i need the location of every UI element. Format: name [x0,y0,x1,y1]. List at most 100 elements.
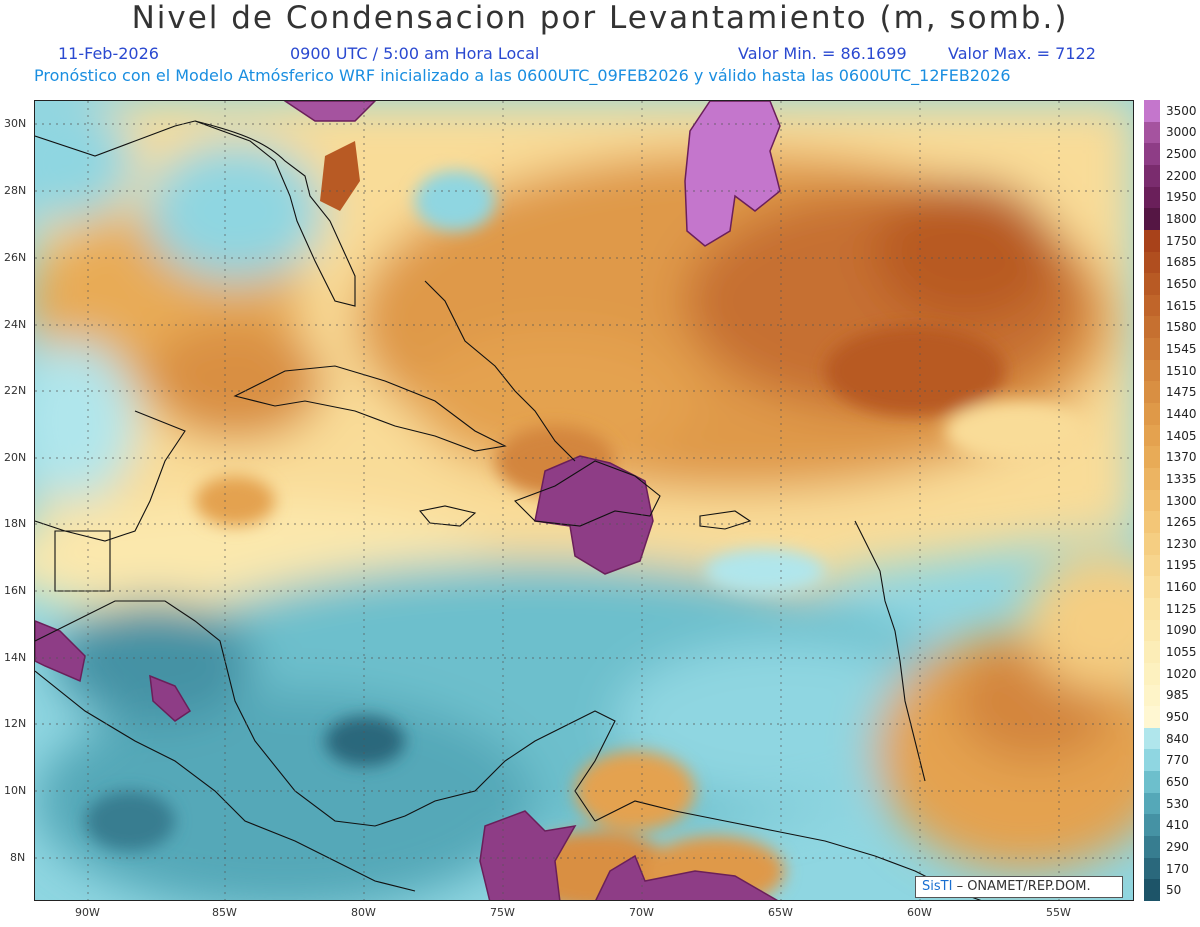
colorbar-segment-2500 [1144,143,1160,166]
colorbar-segment-1950 [1144,186,1160,209]
colorbar-label-1475: 1475 [1166,385,1197,400]
colorbar-segment-1055 [1144,641,1160,664]
colorbar-label-1090: 1090 [1166,623,1197,638]
lat-label-24n: 24N [4,318,27,331]
colorbar-segment-1405 [1144,424,1160,447]
colorbar-label-3500: 3500 [1166,103,1197,118]
colorbar-segment-1230 [1144,532,1160,556]
lat-label-18n: 18N [4,517,27,530]
colorbar-segment-530 [1144,792,1160,815]
graticule [35,101,1133,900]
lon-label-60w: 60W [907,906,932,919]
colorbar-label-410: 410 [1166,818,1189,833]
colorbar-segment-1440 [1144,403,1160,426]
orange-area-florida [320,141,360,211]
colorbar-label-1800: 1800 [1166,212,1197,227]
gulf-coast [35,120,196,157]
colorbar-segment-1750 [1144,229,1160,253]
colorbar-segment-1265 [1144,511,1160,534]
colorbar-label-1545: 1545 [1166,341,1197,356]
colorbar-segment-1650 [1144,273,1160,296]
lon-label-55w: 55W [1046,906,1071,919]
purple-area-atlantic [684,101,781,247]
colorbar-label-1950: 1950 [1166,190,1197,205]
bahamas-chain [424,280,576,462]
lat-label-14n: 14N [4,651,27,664]
colorbar-segment-1125 [1144,597,1160,621]
colorbar-segment-1685 [1144,251,1160,274]
colorbar-label-1510: 1510 [1166,363,1197,378]
colorbar-label-170: 170 [1166,861,1189,876]
lon-label-75w: 75W [490,906,515,919]
lcl-map [35,101,1133,900]
colorbar-segment-3000 [1144,121,1160,144]
colorbar-segment-50 [1144,879,1160,902]
forecast-time: 0900 UTC / 5:00 am Hora Local [290,44,540,63]
pacific-coast [35,670,416,892]
colorbar-label-1685: 1685 [1166,255,1197,270]
max-value: Valor Max. = 7122 [948,44,1096,63]
colorbar-label-1405: 1405 [1166,428,1197,443]
colorbar-label-1615: 1615 [1166,298,1197,313]
purple-area-guatemala [35,620,86,683]
lon-label-85w: 85W [212,906,237,919]
colorbar-label-1265: 1265 [1166,515,1197,530]
colorbar-label-2500: 2500 [1166,147,1197,162]
colorbar-segment-2200 [1144,164,1160,188]
colorbar-label-1650: 1650 [1166,277,1197,291]
sisti-logo: SisTI [922,879,953,894]
purple-area-nicaragua [149,674,192,722]
colorbar-label-2200: 2200 [1166,168,1197,183]
high-lcl-areas [35,101,781,900]
florida-coast [194,120,356,307]
map-panel [34,100,1134,901]
purple-area-hispaniola [534,455,654,575]
colorbar-label-50: 50 [1166,883,1182,898]
lat-label-26n: 26N [4,251,27,264]
colorbar-segment-1475 [1144,381,1160,404]
colorbar-label-1195: 1195 [1166,558,1197,573]
chart-title: Nivel de Condensacion por Levantamiento … [131,0,1069,36]
lon-label-90w: 90W [75,906,100,919]
colorbar-segment-985 [1144,684,1160,707]
central-america-coast [35,600,616,827]
colorbar-segment-1090 [1144,619,1160,642]
yucatan-coast [35,410,186,542]
colorbar-segment-1300 [1144,489,1160,512]
colorbar-label-1370: 1370 [1166,450,1197,465]
credit-organization: – ONAMET/REP.DOM. [956,879,1091,894]
colorbar-label-770: 770 [1166,753,1189,768]
colorbar-label-1580: 1580 [1166,320,1197,335]
colorbar-label-1440: 1440 [1166,406,1197,421]
colorbar-label-3000: 3000 [1166,125,1197,140]
colorbar-segment-1800 [1144,208,1160,231]
colorbar-label-840: 840 [1166,731,1189,746]
cuba-coast [233,365,507,452]
purple-area-north [283,101,377,122]
colorbar-label-1750: 1750 [1166,233,1197,248]
lon-label-80w: 80W [351,906,376,919]
colorbar-label-530: 530 [1166,796,1189,811]
colorbar-label-1055: 1055 [1166,645,1197,660]
colorbar-segment-410 [1144,814,1160,837]
colorbar-segment-1580 [1144,316,1160,339]
colorbar-label-1160: 1160 [1166,580,1197,595]
lat-label-8n: 8N [10,851,26,864]
colorbar-segment-1160 [1144,576,1160,599]
lon-label-70w: 70W [629,906,654,919]
lesser-antilles [854,520,926,782]
colorbar-label-290: 290 [1166,839,1189,854]
colorbar-segment-1195 [1144,554,1160,577]
lon-label-65w: 65W [768,906,793,919]
colorbar-segment-1510 [1144,359,1160,382]
hispaniola-coast [514,460,661,527]
lat-label-28n: 28N [4,184,27,197]
colorbar-segment-950 [1144,706,1160,729]
forecast-info: Pronóstico con el Modelo Atmósferico WRF… [34,66,1011,85]
colorbar-label-1335: 1335 [1166,471,1197,486]
colorbar-label-1125: 1125 [1166,601,1197,616]
colorbar-label-1300: 1300 [1166,493,1197,508]
lat-label-30n: 30N [4,117,27,130]
credit-box: SisTI – ONAMET/REP.DOM. [915,876,1123,898]
colorbar-label-1230: 1230 [1166,536,1197,551]
